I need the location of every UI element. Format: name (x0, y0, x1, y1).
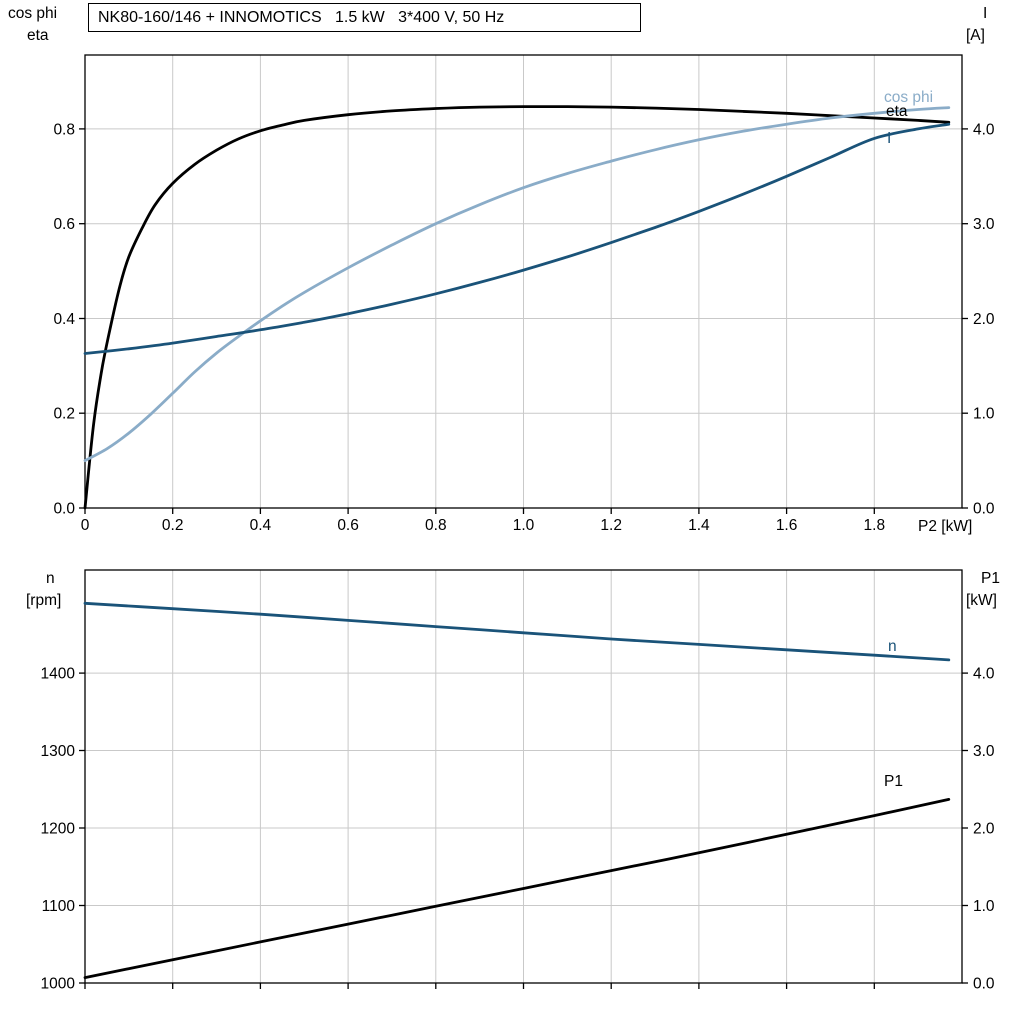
y-left-tick-label: 0.0 (53, 501, 75, 518)
y-left-tick-label: 1000 (41, 976, 76, 993)
curve-label-eta: eta (886, 103, 908, 120)
y-left-tick-label: 0.4 (53, 311, 75, 328)
y-left-tick-label: 1400 (41, 666, 76, 683)
y-right-tick-label: 1.0 (973, 406, 995, 423)
x-tick-label: 1.0 (513, 517, 535, 534)
curve-label-current: I (887, 130, 892, 147)
x-tick-label: 0.6 (337, 517, 359, 534)
top-right-axis-title-unit: [A] (966, 27, 985, 44)
y-right-tick-label: 3.0 (973, 743, 995, 760)
y-right-tick-label: 4.0 (973, 121, 995, 138)
x-tick-label: 1.8 (864, 517, 886, 534)
y-left-tick-label: 1300 (41, 743, 76, 760)
x-axis-title: P2 [kW] (918, 518, 973, 535)
top-right-axis-title-current: I (983, 5, 988, 22)
y-left-tick-label: 1100 (42, 898, 76, 915)
y-right-tick-label: 4.0 (973, 666, 995, 683)
x-tick-label: 1.4 (688, 517, 710, 534)
curve-label-speed: n (888, 638, 897, 655)
y-right-tick-label: 0.0 (973, 501, 995, 518)
curve-label-p1: P1 (884, 773, 903, 790)
chart-title: NK80-160/146 + INNOMOTICS 1.5 kW 3*400 V… (98, 8, 505, 26)
curve-i (83, 122, 951, 355)
x-tick-label: 0.8 (425, 517, 447, 534)
y-left-tick-label: 1200 (41, 821, 76, 838)
y-right-tick-label: 0.0 (973, 976, 995, 993)
y-right-tick-label: 2.0 (973, 311, 995, 328)
x-tick-label: 0.4 (250, 517, 272, 534)
curve-n (83, 601, 951, 662)
bottom-left-axis-title-unit: [rpm] (26, 592, 62, 609)
bottom-left-axis-title-n: n (46, 570, 55, 587)
bottom-right-axis-title-unit: [kW] (966, 592, 997, 609)
top-left-axis-title-cosphi: cos phi (8, 5, 58, 22)
bottom-right-axis-title-p1: P1 (981, 570, 1000, 587)
curve-eta (83, 105, 951, 510)
y-left-tick-label: 0.2 (53, 406, 75, 423)
y-right-tick-label: 2.0 (973, 821, 995, 838)
x-tick-label: 1.6 (776, 517, 798, 534)
curve-cos-phi (83, 106, 951, 462)
x-tick-label: 1.2 (600, 517, 622, 534)
y-right-tick-label: 1.0 (973, 898, 995, 915)
x-tick-label: 0.2 (162, 517, 184, 534)
curve-label-cos-phi: cos phi (884, 89, 934, 106)
top-left-axis-title-eta: eta (27, 27, 49, 44)
curve-p1 (83, 798, 951, 979)
y-left-tick-label: 0.6 (53, 216, 75, 233)
y-right-tick-label: 3.0 (973, 216, 995, 233)
y-left-tick-label: 0.8 (53, 121, 75, 138)
chart-title-box: NK80-160/146 + INNOMOTICS 1.5 kW 3*400 V… (88, 3, 641, 32)
x-tick-label: 0 (81, 517, 90, 534)
